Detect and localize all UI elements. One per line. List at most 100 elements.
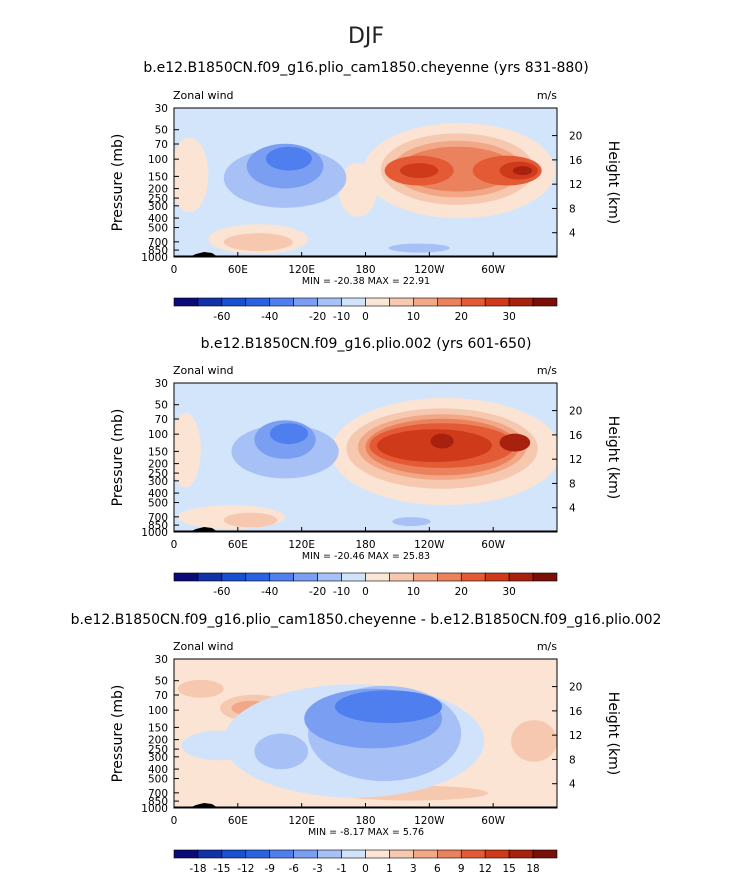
- y2-tick-label: 20: [569, 131, 582, 143]
- colorbar-box: [317, 572, 342, 582]
- colorbar-box: [293, 572, 318, 582]
- colorbar-box: [269, 849, 294, 859]
- y-tick-label: 700: [148, 237, 168, 249]
- colorbar-box: [341, 297, 366, 307]
- colorbar-label: -15: [213, 863, 230, 875]
- y-tick-label: 850: [148, 245, 168, 257]
- y-tick-label: 50: [155, 125, 168, 137]
- colorbar: -60 -40 -20 -10 0 10 20 30: [173, 297, 558, 323]
- panel-middle: b.e12.B1850CN.f09_g16.plio.002 (yrs 601-…: [110, 336, 621, 598]
- y-tick-label: 150: [148, 446, 168, 458]
- x-tick-label: 60E: [228, 539, 248, 551]
- y-tick-label: 100: [148, 154, 168, 166]
- positive-contour: [499, 433, 531, 452]
- y-tick-label: 850: [148, 520, 168, 532]
- min-max-text: MIN = -20.46 MAX = 25.83: [302, 551, 430, 562]
- y-tick-label: 400: [148, 213, 168, 225]
- y-tick-label: 70: [155, 139, 168, 151]
- colorbar-box: [508, 297, 534, 307]
- x-tick-label: 60E: [228, 815, 248, 827]
- y2-tick-label: 12: [569, 730, 582, 742]
- colorbar-label: 3: [410, 863, 417, 875]
- y-tick-label: 700: [148, 512, 168, 524]
- panels: b.e12.B1850CN.f09_g16.plio_cam1850.cheye…: [71, 60, 662, 875]
- colorbar-label: 30: [502, 586, 515, 598]
- units-label: m/s: [537, 89, 557, 102]
- colorbar-box: [365, 297, 390, 307]
- y-tick-label: 150: [148, 722, 168, 734]
- y-axis-title: Pressure (mb): [110, 685, 126, 783]
- colorbar-box: [365, 849, 390, 859]
- colorbar-label: 12: [479, 863, 492, 875]
- colorbar-label: 0: [362, 311, 369, 323]
- y2-tick-label: 8: [569, 203, 576, 215]
- positive-contour: [430, 433, 454, 449]
- y2-tick-label: 12: [569, 179, 582, 191]
- y-tick-label: 50: [155, 676, 168, 688]
- colorbar-label: 0: [362, 863, 369, 875]
- colorbar-label: 30: [502, 311, 515, 323]
- y-axis-title: Pressure (mb): [110, 409, 126, 507]
- units-label: m/s: [537, 640, 557, 653]
- x-tick-label: 120W: [414, 264, 445, 276]
- x-tick-label: 60W: [481, 815, 505, 827]
- positive-contour: [223, 512, 278, 528]
- colorbar-label: -60: [213, 311, 230, 323]
- y2-axis-title: Height (km): [605, 416, 621, 499]
- y2-tick-label: 12: [569, 454, 582, 466]
- colorbar-box: [317, 297, 342, 307]
- colorbar-label: 0: [362, 586, 369, 598]
- colorbar-label: -20: [309, 311, 326, 323]
- colorbar-box: [532, 849, 558, 859]
- colorbar-box: [173, 849, 199, 859]
- x-tick-label: 0: [171, 264, 178, 276]
- x-tick-label: 120W: [414, 815, 445, 827]
- colorbar-box: [269, 572, 294, 582]
- colorbar-label: -6: [288, 863, 299, 875]
- panel-title: b.e12.B1850CN.f09_g16.plio_cam1850.cheye…: [71, 612, 662, 628]
- y-tick-label: 70: [155, 690, 168, 702]
- y-tick-label: 30: [155, 103, 168, 115]
- y-tick-label: 200: [148, 735, 168, 747]
- x-tick-label: 120W: [414, 539, 445, 551]
- colorbar-box: [532, 572, 558, 582]
- y-tick-label: 100: [148, 429, 168, 441]
- colorbar-box: [245, 297, 271, 307]
- y2-tick-label: 20: [569, 406, 582, 418]
- positive-contour: [338, 163, 377, 217]
- colorbar-box: [532, 297, 558, 307]
- colorbar-box: [317, 849, 342, 859]
- colorbar-label: -60: [213, 586, 230, 598]
- x-tick-label: 60W: [481, 264, 505, 276]
- negative-contour: [254, 733, 309, 770]
- contour-field: [174, 383, 557, 532]
- y-tick-label: 1000: [141, 527, 168, 539]
- colorbar: -18 -15 -12 -9 -6 -3 -1 0 1 3 6 9 12 15 18: [173, 849, 558, 875]
- y2-axis-title: Height (km): [605, 692, 621, 775]
- x-tick-label: 120E: [288, 815, 315, 827]
- positive-contour: [399, 163, 439, 179]
- y-tick-label: 700: [148, 788, 168, 800]
- panel-title: b.e12.B1850CN.f09_g16.plio.002 (yrs 601-…: [201, 336, 532, 352]
- y-tick-label: 400: [148, 764, 168, 776]
- colorbar-label: -18: [189, 863, 206, 875]
- y-tick-label: 300: [148, 476, 168, 488]
- x-tick-label: 0: [171, 815, 178, 827]
- colorbar-box: [508, 849, 534, 859]
- colorbar-box: [197, 572, 223, 582]
- colorbar-label: 10: [407, 586, 420, 598]
- y-tick-label: 250: [148, 744, 168, 756]
- colorbar-box: [293, 849, 318, 859]
- negative-contour: [392, 517, 431, 527]
- x-tick-label: 60W: [481, 539, 505, 551]
- colorbar-label: -9: [265, 863, 275, 875]
- variable-label: Zonal wind: [173, 640, 234, 653]
- y-tick-label: 150: [148, 171, 168, 183]
- x-tick-label: 120E: [288, 539, 315, 551]
- variable-label: Zonal wind: [173, 89, 234, 102]
- colorbar-box: [389, 572, 414, 582]
- y-tick-label: 1000: [141, 803, 168, 815]
- y2-axis-title: Height (km): [605, 141, 621, 224]
- x-tick-label: 180: [355, 539, 375, 551]
- colorbar-label: -12: [237, 863, 254, 875]
